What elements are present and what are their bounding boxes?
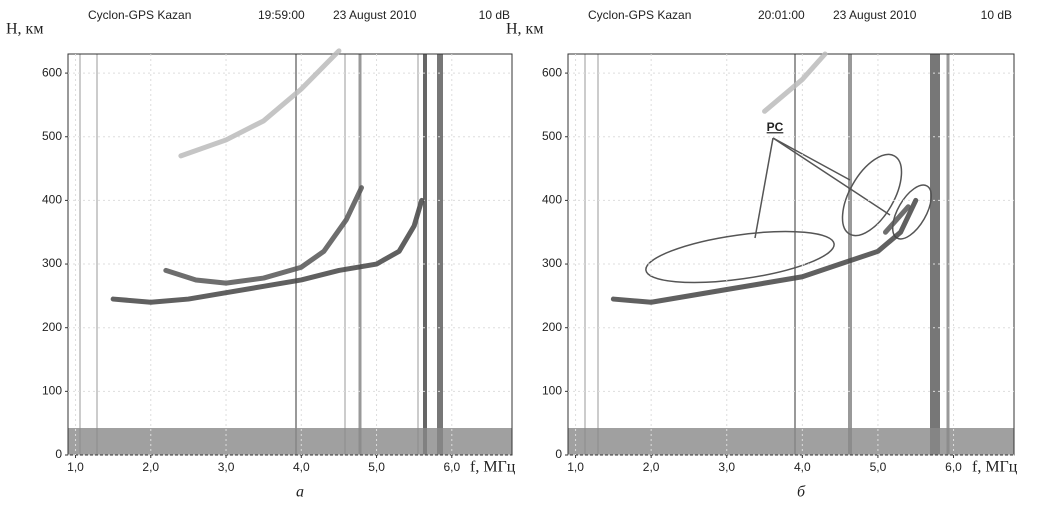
chart-title: Cyclon-GPS Kazan bbox=[88, 8, 191, 22]
echo-trace bbox=[178, 48, 342, 159]
y-tick-label: 100 bbox=[42, 384, 62, 398]
echo-trace bbox=[163, 185, 364, 286]
x-tick-label: 3,0 bbox=[218, 460, 235, 474]
y-tick-label: 0 bbox=[555, 447, 562, 461]
x-tick-label: 4,0 bbox=[794, 460, 811, 474]
date: 23 August 2010 bbox=[833, 8, 917, 22]
x-tick-label: 2,0 bbox=[142, 460, 159, 474]
y-tick-label: 200 bbox=[42, 320, 62, 334]
y-axis-label: H, км bbox=[6, 21, 43, 38]
x-axis-label: f, МГц bbox=[470, 459, 516, 476]
date: 23 August 2010 bbox=[333, 8, 417, 22]
echo-trace bbox=[610, 197, 919, 305]
echo-trace bbox=[762, 51, 828, 114]
plot-frame bbox=[67, 53, 513, 456]
y-tick-label: 300 bbox=[542, 256, 562, 270]
x-tick-label: 5,0 bbox=[368, 460, 385, 474]
x-tick-label: 6,0 bbox=[945, 460, 962, 474]
plot-frame bbox=[567, 53, 1015, 456]
y-tick-label: 200 bbox=[542, 320, 562, 334]
y-tick-label: 400 bbox=[42, 193, 62, 207]
x-tick-label: 6,0 bbox=[443, 460, 460, 474]
gain: 10 dB bbox=[981, 8, 1012, 22]
x-tick-label: 4,0 bbox=[293, 460, 310, 474]
y-tick-label: 500 bbox=[42, 129, 62, 143]
y-tick-label: 600 bbox=[42, 65, 62, 79]
x-tick-label: 1,0 bbox=[67, 460, 84, 474]
x-axis-label: f, МГц bbox=[972, 459, 1018, 476]
y-axis-label: H, км bbox=[506, 21, 543, 38]
y-tick-label: 500 bbox=[542, 129, 562, 143]
y-tick-label: 300 bbox=[42, 256, 62, 270]
panel-label: а bbox=[296, 484, 304, 501]
y-tick-label: 400 bbox=[542, 193, 562, 207]
chart-title: Cyclon-GPS Kazan bbox=[588, 8, 691, 22]
y-tick-label: 100 bbox=[542, 384, 562, 398]
x-tick-label: 3,0 bbox=[718, 460, 735, 474]
gain: 10 dB bbox=[479, 8, 510, 22]
x-tick-label: 1,0 bbox=[567, 460, 584, 474]
time: 20:01:00 bbox=[758, 8, 805, 22]
panel-label: б bbox=[797, 484, 806, 501]
echo-trace bbox=[882, 204, 911, 235]
y-tick-label: 600 bbox=[542, 65, 562, 79]
annotation-shapes bbox=[645, 137, 933, 284]
annotation: PC bbox=[767, 120, 784, 134]
x-tick-label: 5,0 bbox=[870, 460, 887, 474]
x-tick-label: 2,0 bbox=[643, 460, 660, 474]
interference bbox=[68, 54, 1014, 455]
echo-trace bbox=[110, 197, 425, 305]
time: 19:59:00 bbox=[258, 8, 305, 22]
y-tick-label: 0 bbox=[55, 447, 62, 461]
